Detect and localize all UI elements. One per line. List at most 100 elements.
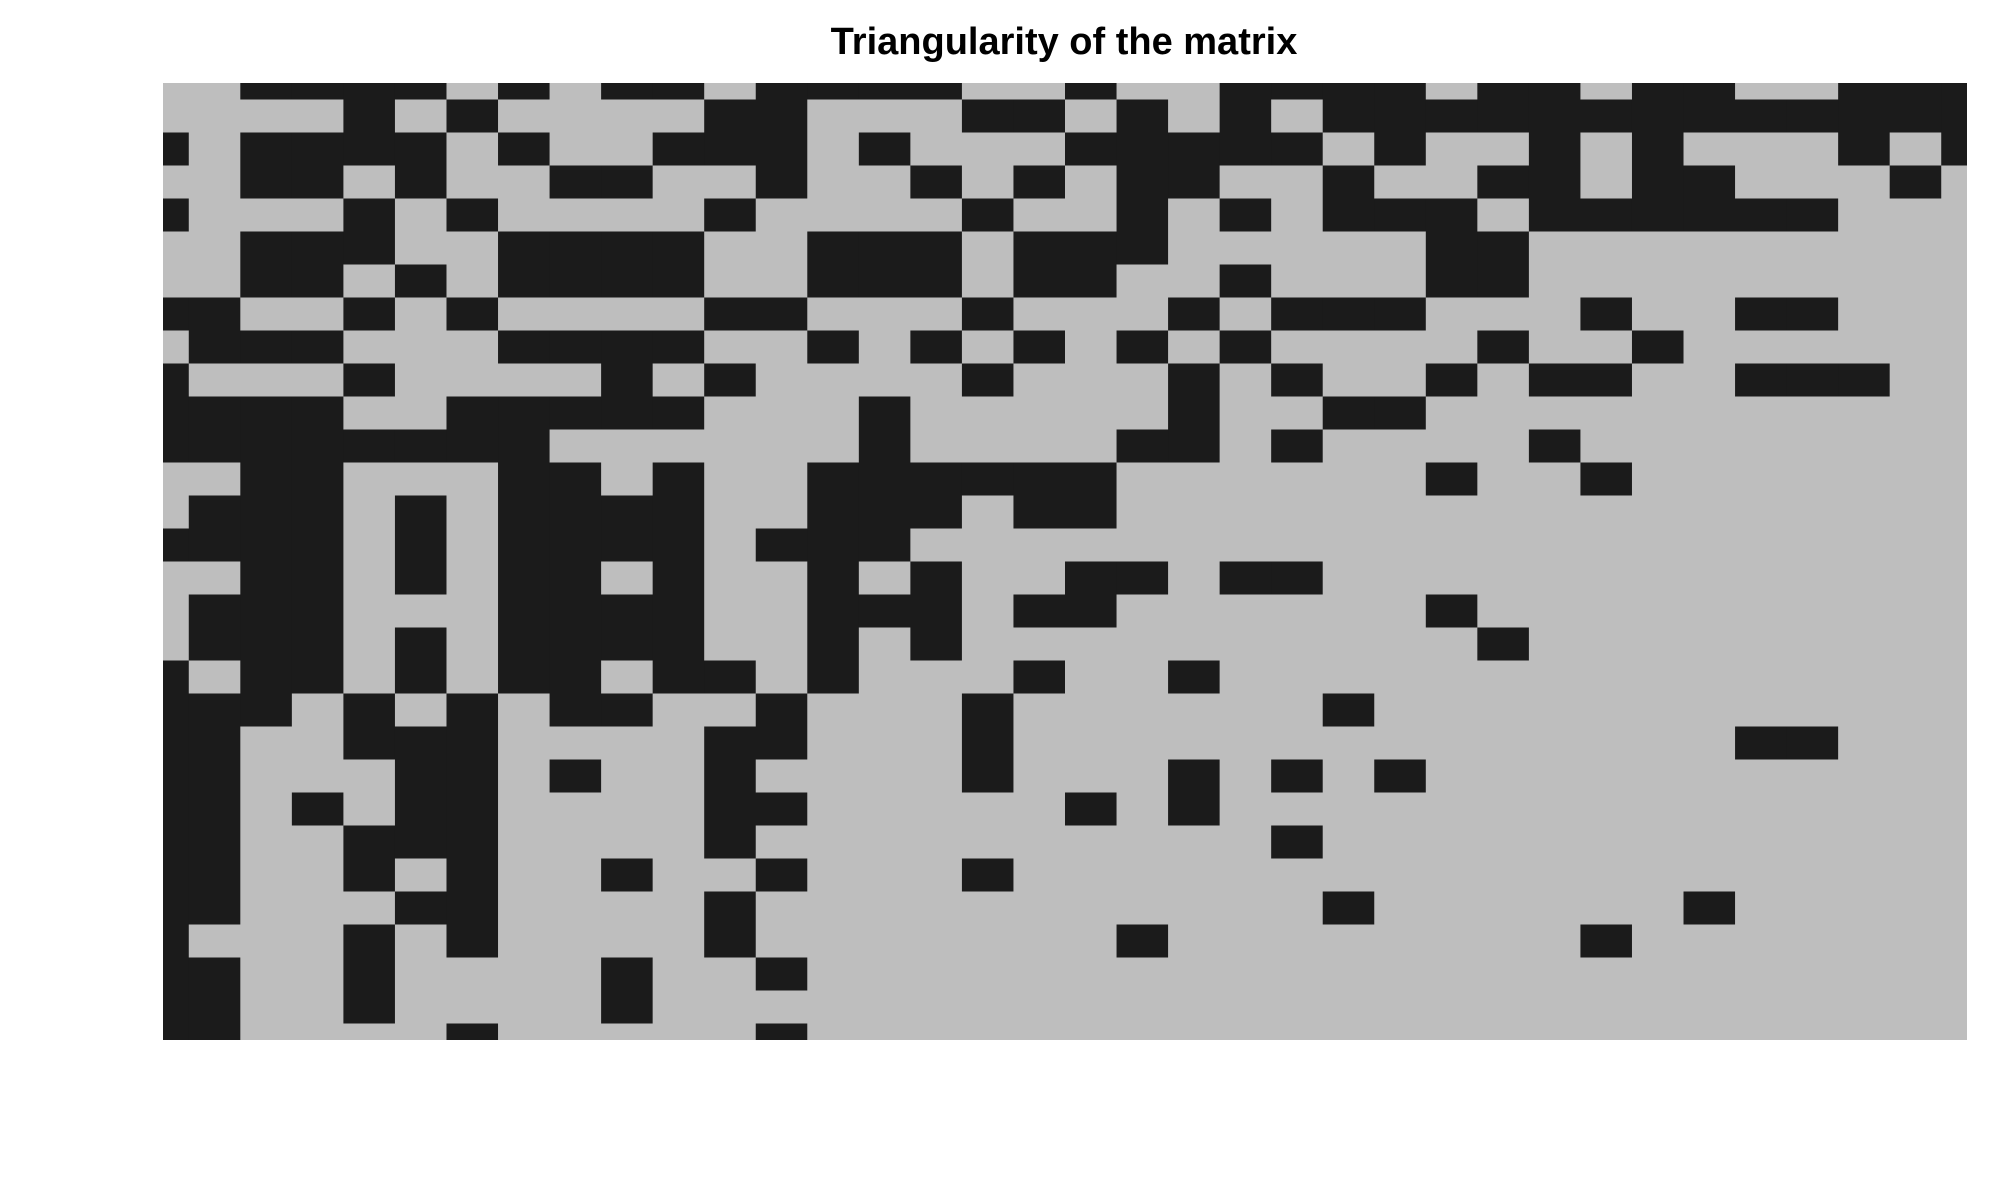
cell <box>652 792 705 827</box>
cell <box>1528 330 1582 365</box>
cell <box>652 759 705 794</box>
cell <box>1838 660 1891 695</box>
cell <box>1013 891 1066 926</box>
cell <box>1631 627 1685 662</box>
cell <box>961 231 1015 266</box>
cell <box>601 165 654 200</box>
cell <box>910 264 963 299</box>
cell <box>807 792 860 827</box>
cell <box>910 528 963 563</box>
cell <box>1889 462 1942 497</box>
cell <box>1374 627 1427 662</box>
cell <box>755 396 808 431</box>
cell <box>240 693 293 728</box>
cell <box>240 165 293 200</box>
cell <box>188 792 241 827</box>
cell <box>1941 891 1967 926</box>
cell <box>188 693 241 728</box>
cell <box>1271 330 1324 365</box>
cell <box>1425 429 1478 464</box>
cell <box>1683 396 1736 431</box>
cell <box>1065 957 1118 992</box>
cell <box>549 990 602 1025</box>
cell <box>1168 1023 1221 1040</box>
cell <box>1374 495 1427 530</box>
cell <box>1271 858 1324 893</box>
cell <box>446 891 499 926</box>
cell <box>188 1023 241 1040</box>
cell <box>1941 858 1967 893</box>
cell <box>704 165 757 200</box>
heatmap <box>163 83 1967 1040</box>
cell <box>910 99 963 134</box>
cell <box>807 957 860 992</box>
cell <box>1425 693 1478 728</box>
cell <box>1889 264 1942 299</box>
cell <box>1838 99 1891 134</box>
cell <box>910 429 963 464</box>
cell <box>549 363 602 398</box>
cell <box>1219 891 1272 926</box>
cell <box>1116 99 1169 134</box>
cell <box>1683 231 1736 266</box>
cell <box>1477 330 1530 365</box>
cell <box>1889 858 1942 893</box>
cell <box>807 990 860 1025</box>
cell <box>1322 132 1375 167</box>
cell <box>1168 792 1221 827</box>
cell <box>1838 264 1891 299</box>
cell <box>1580 231 1633 266</box>
cell <box>1941 759 1967 794</box>
cell <box>1786 924 1839 959</box>
cell <box>1580 858 1633 893</box>
cell <box>1735 132 1788 167</box>
cell <box>1838 726 1891 761</box>
cell <box>394 627 448 662</box>
cell <box>1631 924 1685 959</box>
cell <box>1477 198 1530 233</box>
cell <box>704 330 757 365</box>
cell <box>163 132 190 167</box>
cell <box>704 957 757 992</box>
cell <box>163 330 190 365</box>
cell <box>188 627 241 662</box>
cell <box>704 561 757 596</box>
cell <box>343 759 396 794</box>
cell <box>1322 165 1375 200</box>
cell <box>549 297 602 332</box>
cell <box>601 330 654 365</box>
cell <box>188 594 241 629</box>
cell <box>652 990 705 1025</box>
cell <box>1528 561 1582 596</box>
cell <box>1580 924 1633 959</box>
cell <box>1425 495 1478 530</box>
cell <box>1013 429 1066 464</box>
cell <box>240 594 293 629</box>
cell <box>910 990 963 1025</box>
cell <box>1425 627 1478 662</box>
cell <box>1477 891 1530 926</box>
cell <box>1735 990 1788 1025</box>
cell <box>807 561 860 596</box>
cell <box>652 330 705 365</box>
cell <box>498 165 551 200</box>
cell <box>1477 561 1530 596</box>
cell <box>1116 83 1169 101</box>
cell <box>1580 429 1633 464</box>
cell <box>188 726 241 761</box>
cell <box>240 825 293 860</box>
cell <box>549 858 602 893</box>
cell <box>1631 528 1685 563</box>
cell <box>1271 693 1324 728</box>
cell <box>549 83 602 101</box>
cell <box>1786 462 1839 497</box>
cell <box>1528 495 1582 530</box>
cell <box>1477 660 1530 695</box>
cell <box>601 924 654 959</box>
cell <box>1065 198 1118 233</box>
cell <box>1941 693 1967 728</box>
cell <box>1683 429 1736 464</box>
cell <box>1168 363 1221 398</box>
cell <box>1528 429 1582 464</box>
cell <box>291 891 344 926</box>
